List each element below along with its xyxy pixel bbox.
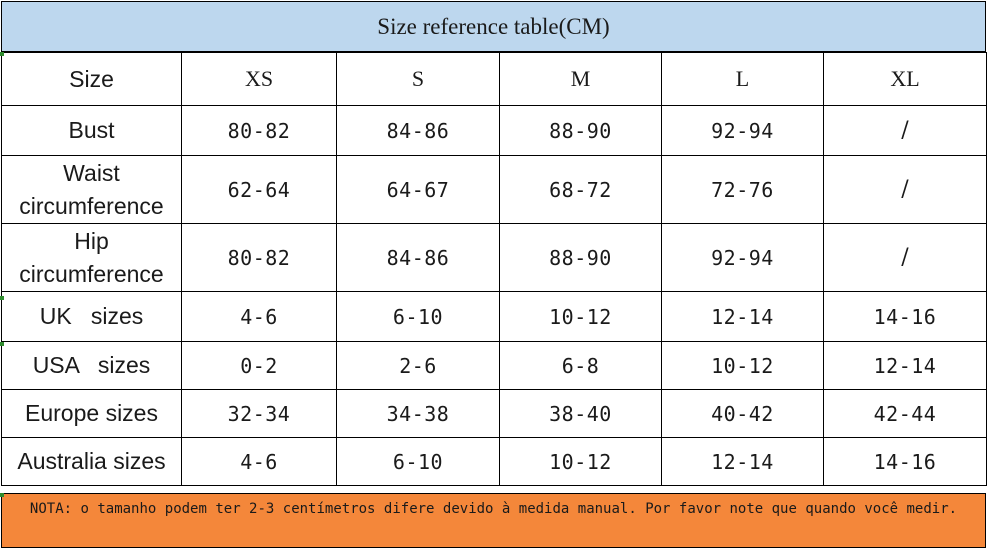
row-label-waist-line2: circumference <box>19 192 164 219</box>
table-title: Size reference table(CM) <box>1 1 986 52</box>
cell-australia-s: 6-10 <box>336 437 500 486</box>
cell-corner-marker <box>0 52 4 56</box>
cell-bust-xs: 80-82 <box>181 105 337 156</box>
cell-uk-xs: 4-6 <box>181 291 337 342</box>
measurement-note: NOTA: o tamanho podem ter 2-3 centímetro… <box>1 493 986 548</box>
cell-usa-s: 2-6 <box>336 341 500 390</box>
cell-usa-m: 6-8 <box>499 341 662 390</box>
table-row-uk: UK sizes 4-6 6-10 10-12 12-14 14-16 <box>1 291 987 342</box>
cell-corner-marker <box>0 493 4 497</box>
cell-waist-l: 72-76 <box>661 155 824 224</box>
cell-hip-m: 88-90 <box>499 223 662 292</box>
cell-hip-s: 84-86 <box>336 223 500 292</box>
cell-europe-m: 38-40 <box>499 389 662 438</box>
cell-australia-xl: 14-16 <box>823 437 987 486</box>
row-label-australia: Australia sizes <box>1 437 182 486</box>
cell-europe-xl: 42-44 <box>823 389 987 438</box>
table-row-bust: Bust 80-82 84-86 88-90 92-94 / <box>1 105 987 156</box>
table-row-australia: Australia sizes 4-6 6-10 10-12 12-14 14-… <box>1 437 987 486</box>
cell-australia-m: 10-12 <box>499 437 662 486</box>
table-row-hip: Hip circumference 80-82 84-86 88-90 92-9… <box>1 223 987 292</box>
header-row: Size XS S M L XL <box>1 52 987 106</box>
cell-waist-s: 64-67 <box>336 155 500 224</box>
row-label-waist: Waist circumference <box>1 155 182 224</box>
cell-bust-s: 84-86 <box>336 105 500 156</box>
row-label-uk: UK sizes <box>1 291 182 342</box>
row-label-waist-line1: Waist <box>63 159 120 186</box>
cell-corner-marker <box>0 342 4 346</box>
header-cell-xs: XS <box>181 52 337 106</box>
cell-bust-l: 92-94 <box>661 105 824 156</box>
cell-hip-xl: / <box>823 223 987 292</box>
table-row-europe: Europe sizes 32-34 34-38 38-40 40-42 42-… <box>1 389 987 438</box>
cell-europe-l: 40-42 <box>661 389 824 438</box>
header-cell-xl: XL <box>823 52 987 106</box>
row-label-hip: Hip circumference <box>1 223 182 292</box>
cell-waist-xs: 62-64 <box>181 155 337 224</box>
header-cell-l: L <box>661 52 824 106</box>
header-cell-s: S <box>336 52 500 106</box>
row-label-bust: Bust <box>1 105 182 156</box>
cell-usa-xl: 12-14 <box>823 341 987 390</box>
header-cell-size: Size <box>1 52 182 106</box>
cell-usa-l: 10-12 <box>661 341 824 390</box>
cell-bust-xl: / <box>823 105 987 156</box>
cell-europe-s: 34-38 <box>336 389 500 438</box>
cell-hip-l: 92-94 <box>661 223 824 292</box>
row-label-europe: Europe sizes <box>1 389 182 438</box>
cell-corner-marker <box>0 296 4 300</box>
row-label-hip-line1: Hip <box>74 227 109 254</box>
cell-usa-xs: 0-2 <box>181 341 337 390</box>
table-row-usa: USA sizes 0-2 2-6 6-8 10-12 12-14 <box>1 341 987 390</box>
cell-hip-xs: 80-82 <box>181 223 337 292</box>
row-label-usa: USA sizes <box>1 341 182 390</box>
cell-uk-l: 12-14 <box>661 291 824 342</box>
cell-waist-m: 68-72 <box>499 155 662 224</box>
cell-uk-xl: 14-16 <box>823 291 987 342</box>
cell-uk-s: 6-10 <box>336 291 500 342</box>
size-table: Size XS S M L XL Bust 80-82 84-86 88-90 … <box>1 52 987 486</box>
cell-waist-xl: / <box>823 155 987 224</box>
row-label-hip-line2: circumference <box>19 260 164 287</box>
cell-australia-l: 12-14 <box>661 437 824 486</box>
header-cell-m: M <box>499 52 662 106</box>
cell-europe-xs: 32-34 <box>181 389 337 438</box>
cell-uk-m: 10-12 <box>499 291 662 342</box>
table-row-waist: Waist circumference 62-64 64-67 68-72 72… <box>1 155 987 224</box>
cell-australia-xs: 4-6 <box>181 437 337 486</box>
cell-bust-m: 88-90 <box>499 105 662 156</box>
